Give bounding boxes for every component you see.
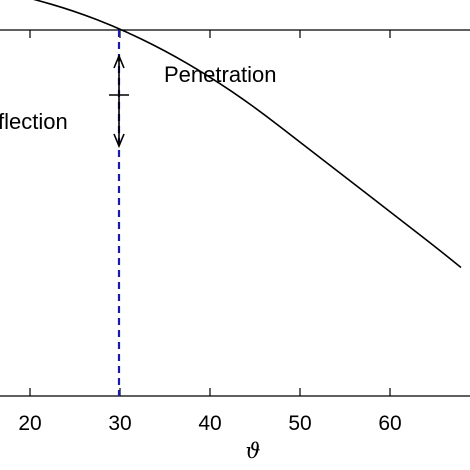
arrow-head-down: [113, 133, 125, 149]
x-axis-label: ϑ: [245, 439, 260, 463]
annotation-reflection: flection: [0, 109, 68, 134]
plot-area: 20304050607: [0, 0, 470, 435]
x-tick-label: 50: [288, 412, 311, 435]
series-line: [33, 0, 462, 269]
annotation-penetration: Penetration: [164, 62, 277, 87]
x-tick-labels: 20304050607: [18, 412, 401, 435]
x-tick-label: 60: [378, 412, 401, 435]
double-arrow: [109, 53, 129, 149]
x-tick-label: 20: [18, 412, 41, 435]
x-tick-label: 30: [108, 412, 131, 435]
x-tick-label: 40: [198, 412, 221, 435]
arrow-head-up: [113, 53, 125, 69]
